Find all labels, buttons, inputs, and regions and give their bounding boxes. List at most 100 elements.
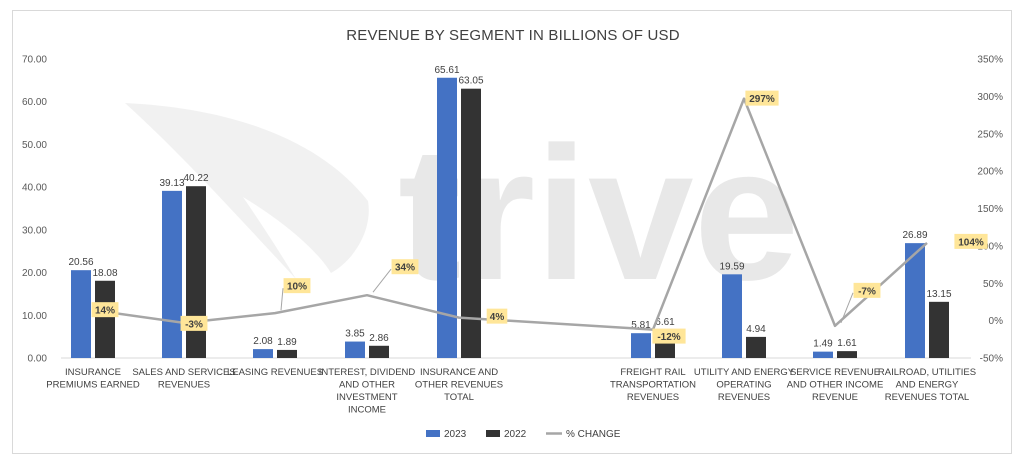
bar-2022	[277, 349, 297, 358]
bar-2023	[345, 341, 365, 358]
category-label: AND OTHER	[339, 380, 395, 391]
category-label: FREIGHT RAIL	[620, 367, 685, 378]
y-left-tick-label: 40.00	[22, 183, 47, 194]
bar-2023	[162, 190, 182, 358]
y-left-tick-label: 70.00	[22, 55, 47, 66]
chart-title: REVENUE BY SEGMENT IN BILLIONS OF USD	[346, 27, 680, 44]
category-label: OTHER REVENUES	[415, 380, 503, 391]
bar-2022	[929, 301, 949, 358]
pct-label: 4%	[490, 312, 505, 323]
bar-value-label-2022: 40.22	[183, 173, 208, 184]
legend: 2023 2022 % CHANGE	[426, 429, 621, 440]
pct-leader-line	[280, 288, 284, 311]
bars	[71, 77, 949, 358]
trive-wing-logo-icon	[125, 103, 369, 279]
pct-label-box	[954, 233, 988, 249]
revenue-chart: trive REVENUE BY SEGMENT IN BILLIONS OF …	[22, 27, 1003, 440]
pct-leader-line	[372, 268, 392, 293]
pct-label: -7%	[858, 286, 876, 297]
pct-label: 34%	[395, 263, 415, 274]
bar-value-label-2022: 63.05	[458, 76, 483, 87]
pct-label: 104%	[958, 237, 984, 248]
bar-2022	[461, 88, 481, 358]
category-label: INVESTMENT	[336, 392, 397, 403]
category-label: LEASING REVENUES	[227, 367, 323, 378]
pct-label: -3%	[185, 319, 203, 330]
bar-2023	[631, 333, 651, 358]
bar-value-label-2022: 2.86	[369, 333, 389, 344]
bar-value-label-2023: 20.56	[68, 257, 93, 268]
category-label: PREMIUMS EARNED	[46, 380, 140, 391]
y-right-tick-label: 0%	[989, 316, 1004, 327]
bar-2023	[813, 351, 833, 358]
bar-2023	[437, 77, 457, 358]
bar-value-label-2023: 5.81	[631, 320, 651, 331]
bar-2023	[253, 349, 273, 358]
category-label: INSURANCE AND	[420, 367, 498, 378]
legend-label: 2022	[504, 429, 527, 440]
chart-frame: trive REVENUE BY SEGMENT IN BILLIONS OF …	[12, 10, 1012, 454]
pct-label-box	[853, 282, 881, 298]
bar-value-label-2022: 6.61	[655, 317, 675, 328]
y-right-tick-label: 100%	[977, 241, 1003, 252]
y-axis-right: -50% 0% 50% 100% 150% 200% 250% 300% 350%	[977, 55, 1003, 365]
y-right-tick-label: 350%	[977, 55, 1003, 66]
bar-value-label-2022: 1.89	[277, 337, 297, 348]
category-label: SALES AND SERVICES	[132, 367, 235, 378]
y-axis-left: 0.00 10.00 20.00 30.00 40.00 50.00 60.00 70.00	[22, 55, 47, 365]
category-label: OPERATING	[716, 380, 771, 391]
category-label: RAILROAD, UTILITIES	[878, 367, 976, 378]
pct-label: 10%	[287, 282, 307, 293]
category-label: AND ENERGY	[896, 380, 959, 391]
bar-value-label-2022: 18.08	[92, 268, 117, 279]
category-labels: INSURANCE PREMIUMS EARNED SALES AND SERVIC…	[46, 367, 976, 416]
bar-value-label-2022: 1.61	[837, 338, 857, 349]
category-label: UTILITY AND ENERGY	[694, 367, 795, 378]
pct-change-line: 14% -3% 10% 34% 4% -12% 297% -7% 104%	[91, 90, 988, 344]
pct-label-box	[283, 278, 311, 294]
legend-label: 2023	[444, 429, 467, 440]
y-right-tick-label: 50%	[983, 279, 1003, 290]
category-label: REVENUES	[627, 392, 679, 403]
pct-label: 297%	[749, 94, 775, 105]
y-left-tick-label: 0.00	[28, 354, 48, 365]
bar-value-label-2023: 1.49	[813, 339, 833, 350]
category-label: TRANSPORTATION	[610, 380, 696, 391]
category-label: REVENUES	[718, 392, 770, 403]
bar-value-label-2022: 13.15	[926, 289, 951, 300]
y-left-tick-label: 30.00	[22, 225, 47, 236]
bar-2022	[837, 351, 857, 358]
category-label: INSURANCE	[65, 367, 121, 378]
category-label: REVENUES TOTAL	[885, 392, 969, 403]
bar-2022	[95, 280, 115, 358]
legend-swatch-2022	[486, 430, 500, 437]
category-label: REVENUE	[812, 392, 858, 403]
legend-swatch-2023	[426, 430, 440, 437]
pct-label-box	[180, 315, 208, 331]
y-right-tick-label: 250%	[977, 129, 1003, 140]
category-label: TOTAL	[444, 392, 474, 403]
y-left-tick-label: 10.00	[22, 311, 47, 322]
pct-leader-line	[840, 292, 854, 324]
bar-2023	[71, 270, 91, 358]
legend-label: % CHANGE	[566, 429, 621, 440]
bar-value-label-2023: 19.59	[719, 261, 744, 272]
bar-value-label-2023: 3.85	[345, 329, 365, 340]
pct-change-polyline	[92, 97, 928, 331]
pct-label-box	[391, 259, 419, 275]
category-label: AND OTHER INCOME	[787, 380, 884, 391]
bar-value-label-2023: 26.89	[902, 230, 927, 241]
y-right-tick-label: 200%	[977, 167, 1003, 178]
pct-label-box	[91, 302, 119, 318]
pct-label-box	[486, 308, 508, 324]
y-left-tick-label: 20.00	[22, 268, 47, 279]
bar-2022	[186, 186, 206, 358]
y-right-tick-label: 300%	[977, 92, 1003, 103]
category-label: SERVICE REVENUE	[790, 367, 880, 378]
pct-label: 14%	[95, 306, 115, 317]
y-left-tick-label: 50.00	[22, 140, 47, 151]
y-right-tick-label: 150%	[977, 204, 1003, 215]
bar-value-label-2023: 2.08	[253, 336, 273, 347]
bar-2023	[722, 274, 742, 358]
